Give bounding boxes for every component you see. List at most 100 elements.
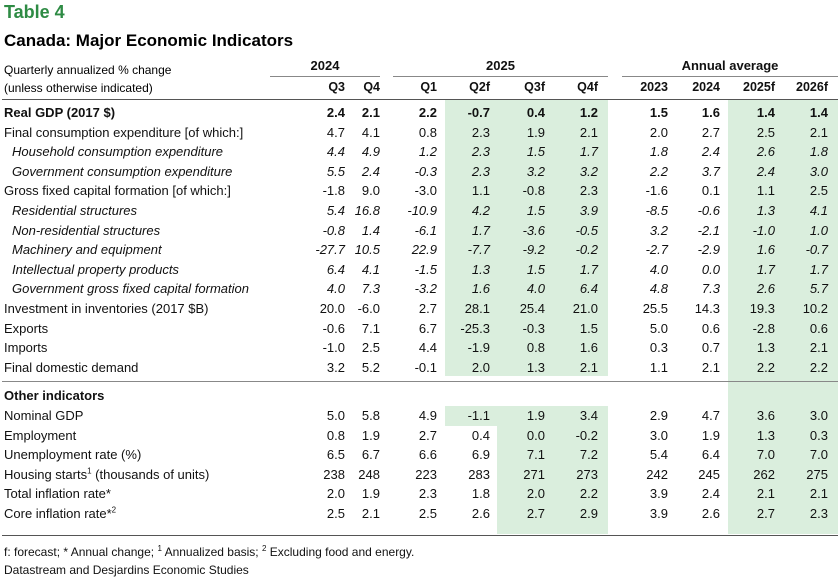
cell-value: 5.5 (326, 163, 345, 179)
row-label: Intellectual property products (12, 261, 179, 277)
cell-value: 0.0 (701, 261, 720, 277)
cell-value: 3.9 (649, 506, 668, 521)
cell-value: 2.7 (756, 506, 775, 521)
cell-value: 1.3 (756, 340, 775, 356)
table-row: Exports -0.6 7.1 6.7 -25.3 -0.3 1.5 5.0 0.6 -2.8 0… (0, 319, 840, 339)
cell-value: -1.1 (467, 408, 490, 423)
group-underline-annual (622, 76, 838, 77)
cell-value: 2.1 (809, 340, 828, 356)
forecast-band-nominal-gdp (445, 406, 608, 426)
cell-value: 1.7 (579, 261, 598, 277)
cell-value: 4.1 (361, 124, 380, 140)
row-label: Machinery and equipment (12, 242, 162, 258)
table-row: Housing starts1 (thousands of units) 238 2… (0, 465, 840, 485)
other-indicators-title: Other indicators (4, 388, 105, 403)
cell-value: 1.9 (526, 124, 545, 140)
cell-value: 1.3 (526, 359, 545, 375)
table-number: Table 4 (4, 2, 65, 22)
row-label: Employment (4, 427, 77, 443)
forecast-band-quarterly-other (497, 426, 608, 534)
row-label: Government consumption expenditure (12, 163, 233, 179)
column-header: Q3 (328, 80, 345, 94)
cell-value: 1.1 (471, 183, 490, 199)
footnote: f: forecast; * Annual change; 1 Annualiz… (4, 544, 415, 560)
cell-value: -10.9 (407, 203, 437, 218)
cell-value: 2.9 (649, 408, 668, 423)
column-header: 2026f (796, 80, 828, 94)
cell-value: 4.9 (418, 408, 437, 423)
cell-value: 1.4 (361, 222, 380, 238)
table-row: Employment 0.8 1.9 2.7 0.4 0.0 -0.2 3.0 1.9 1.3 0.… (0, 426, 840, 446)
table-row: Real GDP (2017 $) 2.4 2.1 2.2 -0.7 0.4 1.2 1.5 1… (0, 103, 840, 123)
cell-value: -1.5 (414, 261, 437, 277)
cell-value: -0.2 (575, 242, 598, 258)
cell-value: 6.7 (418, 320, 437, 336)
cell-value: 5.4 (649, 447, 668, 463)
cell-value: -0.1 (414, 359, 437, 375)
cell-value: -9.2 (522, 242, 545, 258)
cell-value: -3.2 (414, 281, 437, 297)
cell-value: 4.7 (326, 124, 345, 140)
table-row: Imports -1.0 2.5 4.4 -1.9 0.8 1.6 0.3 0.7 1.3 2.1 (0, 338, 840, 358)
cell-value: -2.1 (697, 222, 720, 238)
cell-value: -2.9 (697, 242, 720, 258)
cell-value: 2.5 (756, 124, 775, 140)
cell-value: -27.7 (315, 242, 345, 258)
table-row: Household consumption expenditure 4.4 4.9 1… (0, 142, 840, 162)
cell-value: 6.4 (579, 281, 598, 297)
row-label: Unemployment rate (%) (4, 447, 142, 463)
cell-value: 2.1 (756, 486, 775, 502)
forecast-band-quarterly (445, 100, 608, 376)
cell-value: 1.3 (471, 261, 490, 277)
cell-value: 2.6 (756, 281, 775, 297)
cell-value: 3.2 (526, 163, 545, 179)
cell-value: 3.9 (649, 486, 668, 502)
cell-value: 248 (358, 466, 380, 482)
cell-value: 2.0 (326, 486, 345, 502)
cell-value: 3.9 (579, 203, 598, 218)
cell-value: 1.5 (526, 203, 545, 218)
cell-value: 262 (753, 466, 775, 482)
cell-value: 2.0 (649, 124, 668, 140)
cell-value: 4.0 (526, 281, 545, 297)
table-title: Canada: Major Economic Indicators (4, 31, 294, 50)
cell-value: -1.8 (322, 183, 345, 199)
cell-value: 10.2 (802, 301, 828, 316)
cell-value: 6.9 (471, 447, 490, 463)
group-underline-2025 (393, 76, 608, 77)
cell-value: 2.0 (526, 486, 545, 502)
cell-value: 2.5 (418, 506, 437, 521)
cell-value: 2.6 (471, 506, 490, 521)
column-header: 2023 (640, 80, 668, 94)
cell-value: 3.4 (579, 408, 598, 423)
cell-value: 5.0 (649, 320, 668, 336)
column-header: Q4f (577, 80, 598, 94)
cell-value: 28.1 (464, 301, 490, 316)
cell-value: 5.2 (361, 359, 380, 375)
cell-value: 1.4 (809, 105, 828, 120)
cell-value: 2.2 (579, 486, 598, 502)
row-label: Real GDP (2017 $) (4, 105, 116, 120)
cell-value: 7.1 (526, 447, 545, 463)
cell-value: 6.6 (418, 447, 437, 463)
column-header: Q4 (363, 80, 380, 94)
cell-value: 1.5 (579, 320, 598, 336)
cell-value: 1.7 (471, 222, 490, 238)
cell-value: 4.1 (361, 261, 380, 277)
row-label: Final consumption expenditure [of which:… (4, 124, 244, 140)
cell-value: 1.4 (756, 105, 775, 120)
cell-value: -0.6 (322, 320, 345, 336)
cell-value: 4.0 (326, 281, 345, 297)
cell-value: 275 (806, 466, 828, 482)
cell-value: 271 (523, 466, 545, 482)
cell-value: -6.0 (357, 301, 380, 316)
table-row: Non-residential structures -0.8 1.4 -6.1 1.7… (0, 221, 840, 241)
cell-value: 5.8 (361, 408, 380, 423)
cell-value: 5.4 (326, 203, 345, 218)
row-label: Non-residential structures (12, 222, 161, 238)
cell-value: -3.0 (414, 183, 437, 199)
cell-value: -0.7 (467, 105, 490, 120)
cell-value: 1.3 (756, 427, 775, 443)
cell-value: 2.3 (579, 183, 598, 199)
cell-value: 1.5 (526, 144, 545, 160)
